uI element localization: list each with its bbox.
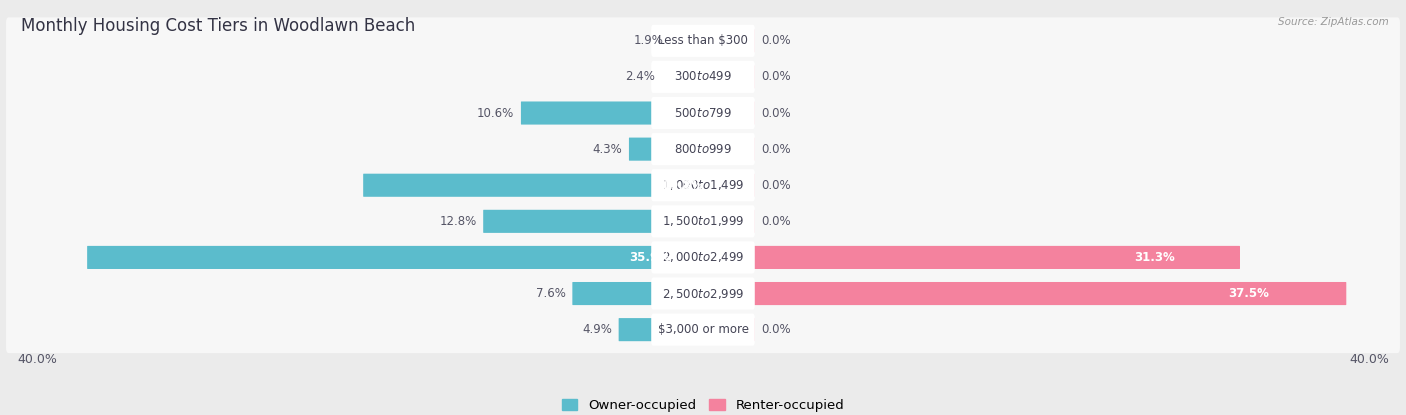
FancyBboxPatch shape [363,174,703,197]
Text: 0.0%: 0.0% [761,323,792,336]
FancyBboxPatch shape [703,138,755,161]
FancyBboxPatch shape [651,61,755,93]
FancyBboxPatch shape [703,174,755,197]
FancyBboxPatch shape [651,169,755,201]
FancyBboxPatch shape [619,318,703,341]
FancyBboxPatch shape [703,102,755,124]
FancyBboxPatch shape [651,25,755,57]
FancyBboxPatch shape [87,246,703,269]
FancyBboxPatch shape [651,97,755,129]
FancyBboxPatch shape [651,242,755,273]
FancyBboxPatch shape [6,54,1400,100]
Text: Monthly Housing Cost Tiers in Woodlawn Beach: Monthly Housing Cost Tiers in Woodlawn B… [21,17,415,34]
FancyBboxPatch shape [703,318,755,341]
FancyBboxPatch shape [651,314,755,346]
Text: 1.9%: 1.9% [634,34,664,47]
Text: 19.8%: 19.8% [662,179,703,192]
FancyBboxPatch shape [651,205,755,237]
Legend: Owner-occupied, Renter-occupied: Owner-occupied, Renter-occupied [561,399,845,412]
FancyBboxPatch shape [6,126,1400,173]
FancyBboxPatch shape [703,66,755,88]
Text: Less than $300: Less than $300 [658,34,748,47]
FancyBboxPatch shape [671,29,703,52]
Text: 0.0%: 0.0% [761,34,792,47]
Text: 0.0%: 0.0% [761,71,792,83]
Text: $2,000 to $2,499: $2,000 to $2,499 [662,250,744,264]
FancyBboxPatch shape [703,282,1347,305]
FancyBboxPatch shape [6,17,1400,64]
FancyBboxPatch shape [572,282,703,305]
Text: $1,000 to $1,499: $1,000 to $1,499 [662,178,744,192]
FancyBboxPatch shape [6,234,1400,281]
FancyBboxPatch shape [703,29,755,52]
Text: $500 to $799: $500 to $799 [673,107,733,120]
Text: 10.6%: 10.6% [477,107,515,120]
Text: 31.3%: 31.3% [1135,251,1175,264]
Text: 0.0%: 0.0% [761,107,792,120]
Text: $800 to $999: $800 to $999 [673,143,733,156]
Text: 40.0%: 40.0% [1348,353,1389,366]
FancyBboxPatch shape [6,198,1400,245]
Text: $2,500 to $2,999: $2,500 to $2,999 [662,286,744,300]
Text: Source: ZipAtlas.com: Source: ZipAtlas.com [1278,17,1389,27]
FancyBboxPatch shape [6,306,1400,353]
Text: 40.0%: 40.0% [17,353,58,366]
FancyBboxPatch shape [661,66,703,88]
Text: $3,000 or more: $3,000 or more [658,323,748,336]
Text: 0.0%: 0.0% [761,179,792,192]
FancyBboxPatch shape [628,138,703,161]
Text: 0.0%: 0.0% [761,215,792,228]
FancyBboxPatch shape [651,278,755,310]
Text: $300 to $499: $300 to $499 [673,71,733,83]
Text: 4.9%: 4.9% [582,323,612,336]
FancyBboxPatch shape [703,210,755,233]
FancyBboxPatch shape [484,210,703,233]
FancyBboxPatch shape [6,162,1400,209]
Text: 12.8%: 12.8% [440,215,477,228]
Text: 2.4%: 2.4% [626,71,655,83]
Text: 37.5%: 37.5% [1227,287,1268,300]
Text: 4.3%: 4.3% [593,143,623,156]
FancyBboxPatch shape [520,102,703,124]
Text: 35.9%: 35.9% [628,251,671,264]
Text: 0.0%: 0.0% [761,143,792,156]
Text: $1,500 to $1,999: $1,500 to $1,999 [662,214,744,228]
FancyBboxPatch shape [6,270,1400,317]
Text: 7.6%: 7.6% [536,287,565,300]
FancyBboxPatch shape [6,90,1400,137]
FancyBboxPatch shape [703,246,1240,269]
FancyBboxPatch shape [651,133,755,165]
